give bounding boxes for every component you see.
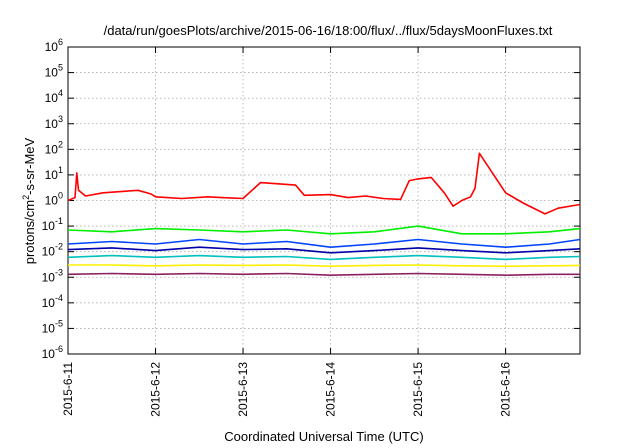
y-tick-base: 10 (45, 168, 59, 182)
y-tick-base: 10 (42, 321, 56, 335)
y-tick-exp: 1 (58, 165, 63, 175)
series-line (67, 254, 581, 261)
y-tick-label: 105 (45, 63, 63, 80)
x-tick-label: 2015-6-11 (61, 362, 75, 416)
grid (68, 47, 580, 354)
y-tick-exp: 0 (58, 191, 63, 201)
x-axis-title: Coordinated Universal Time (UTC) (224, 429, 423, 444)
y-tick-label: 10-1 (42, 216, 63, 233)
y-axis-title-rest: -s-sr-MeV (22, 137, 37, 194)
series-line (67, 246, 581, 254)
y-tick-label: 10-2 (42, 242, 63, 259)
x-tick-label: 2015-6-15 (411, 362, 425, 417)
series-group (67, 152, 581, 277)
y-tick-exp: -2 (55, 242, 63, 252)
y-tick-exp: 3 (58, 114, 63, 124)
y-tick-exp: 2 (58, 139, 63, 149)
y-tick-label: 106 (45, 37, 63, 54)
y-tick-label: 10-3 (42, 267, 63, 284)
x-tick-label: 2015-6-14 (324, 362, 338, 417)
y-tick-label: 104 (45, 88, 63, 105)
x-tick-label: 2015-6-16 (499, 362, 513, 417)
x-tick-label: 2015-6-13 (236, 362, 250, 417)
y-tick-exp: -3 (55, 267, 63, 277)
y-tick-base: 10 (45, 142, 59, 156)
y-axis: 10-610-510-410-310-210-11001011021031041… (42, 37, 580, 361)
y-tick-base: 10 (42, 270, 56, 284)
y-tick-label: 10-6 (42, 344, 63, 361)
y-tick-label: 10-5 (42, 318, 63, 335)
series-line (67, 225, 581, 235)
series-line (68, 264, 581, 268)
y-tick-label: 103 (45, 114, 63, 131)
y-tick-exp: 5 (58, 63, 63, 73)
series-line (67, 272, 580, 277)
y-tick-base: 10 (42, 347, 56, 361)
y-tick-exp: -5 (55, 318, 63, 328)
y-tick-base: 10 (42, 245, 56, 259)
y-axis-title-sup: 2 (21, 195, 31, 200)
y-tick-exp: 6 (58, 37, 63, 47)
y-tick-label: 100 (45, 191, 63, 208)
y-tick-base: 10 (45, 117, 59, 131)
y-tick-exp: -4 (55, 293, 63, 303)
y-tick-base: 10 (45, 91, 59, 105)
series-line (67, 152, 581, 215)
y-tick-exp: -6 (55, 344, 63, 354)
y-tick-exp: 4 (58, 88, 63, 98)
y-axis-title-base: protons/cm (22, 200, 37, 264)
y-tick-label: 10-4 (42, 293, 63, 310)
x-axis: 2015-6-11 2015-6-12 2015-6-13 2015-6-14 2015… (61, 47, 513, 417)
y-tick-label: 102 (45, 139, 63, 156)
y-tick-base: 10 (45, 40, 59, 54)
y-axis-title: protons/cm2-s-sr-MeV (21, 137, 37, 264)
y-tick-base: 10 (42, 219, 56, 233)
chart-title: /data/run/goesPlots/archive/2015-06-16/1… (104, 23, 553, 38)
series-line (67, 238, 581, 248)
y-tick-base: 10 (45, 194, 59, 208)
y-tick-base: 10 (45, 66, 59, 80)
y-tick-label: 101 (45, 165, 63, 182)
y-tick-exp: -1 (55, 216, 63, 226)
y-tick-base: 10 (42, 296, 56, 310)
x-tick-label: 2015-6-12 (149, 362, 163, 417)
